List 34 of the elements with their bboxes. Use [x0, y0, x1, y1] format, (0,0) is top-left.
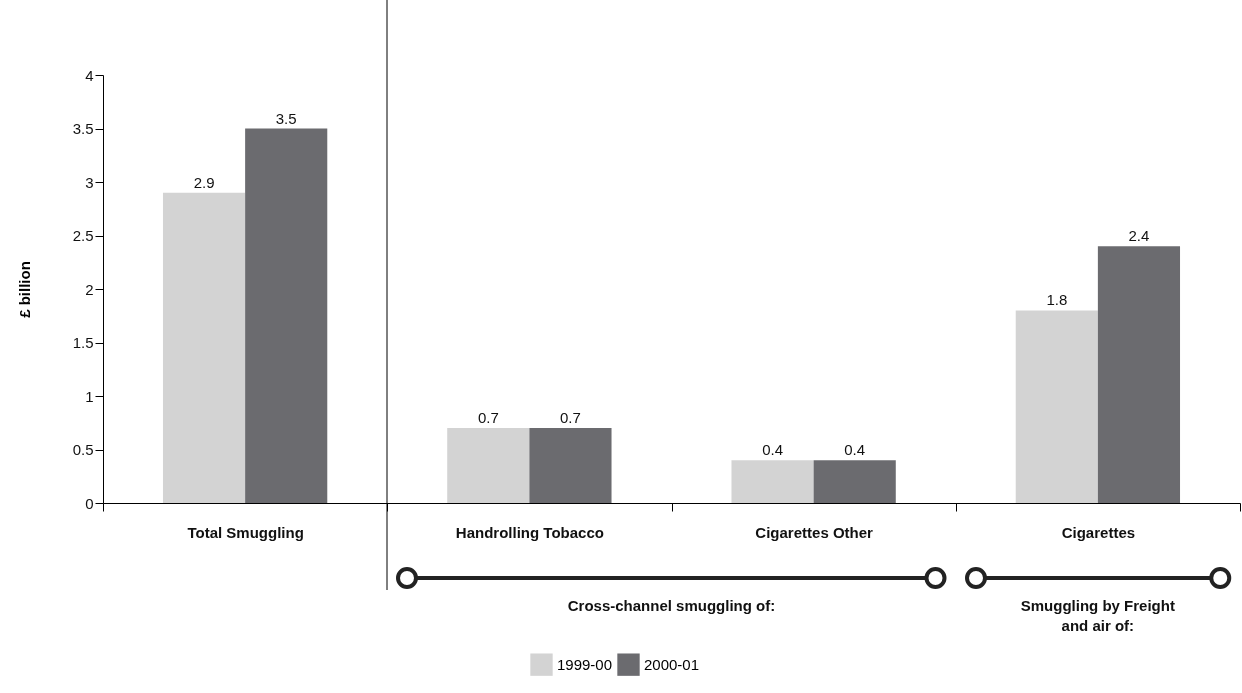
y-tick-label: 2.5 — [72, 227, 94, 244]
y-tick-label: 3.5 — [72, 120, 94, 137]
x-tick-label: Total Smuggling — [187, 523, 304, 541]
bar — [447, 428, 530, 503]
bar — [731, 460, 814, 503]
y-tick-label: 2 — [85, 280, 94, 298]
bar — [529, 428, 612, 503]
y-tick-label: 1 — [85, 387, 94, 405]
y-tick-label: 3 — [85, 173, 94, 191]
x-tick-label: Handrolling Tobacco — [455, 523, 604, 541]
bar — [1015, 310, 1098, 503]
bar — [1097, 246, 1181, 503]
y-tick-label: 1.5 — [72, 334, 94, 351]
data-label: 0.4 — [844, 441, 866, 459]
y-axis-title: £ billion — [15, 261, 33, 318]
data-label: 2.9 — [193, 173, 215, 191]
legend-label: 1999-00 — [557, 655, 613, 673]
data-label: 0.7 — [560, 409, 581, 427]
bar — [245, 128, 328, 503]
y-tick-label: 0 — [85, 494, 94, 512]
x-tick-label: Cigarettes Other — [755, 523, 874, 541]
legend-label: 2000-01 — [644, 655, 700, 673]
text: Smuggling by Freight and air of: — [1019, 596, 1176, 636]
x-tick-label: Cigarettes — [1061, 523, 1136, 541]
y-tick-label: 4 — [85, 66, 94, 84]
data-label: 3.5 — [275, 109, 297, 127]
y-tick-label: 0.5 — [72, 441, 94, 458]
data-label: 2.4 — [1128, 227, 1150, 245]
bar — [813, 460, 896, 503]
data-label: 0.4 — [762, 441, 783, 459]
bar — [162, 192, 246, 503]
data-label: 0.7 — [477, 409, 499, 427]
text: Cross-channel smuggling of: — [566, 596, 777, 616]
data-label: 1.8 — [1046, 291, 1068, 309]
